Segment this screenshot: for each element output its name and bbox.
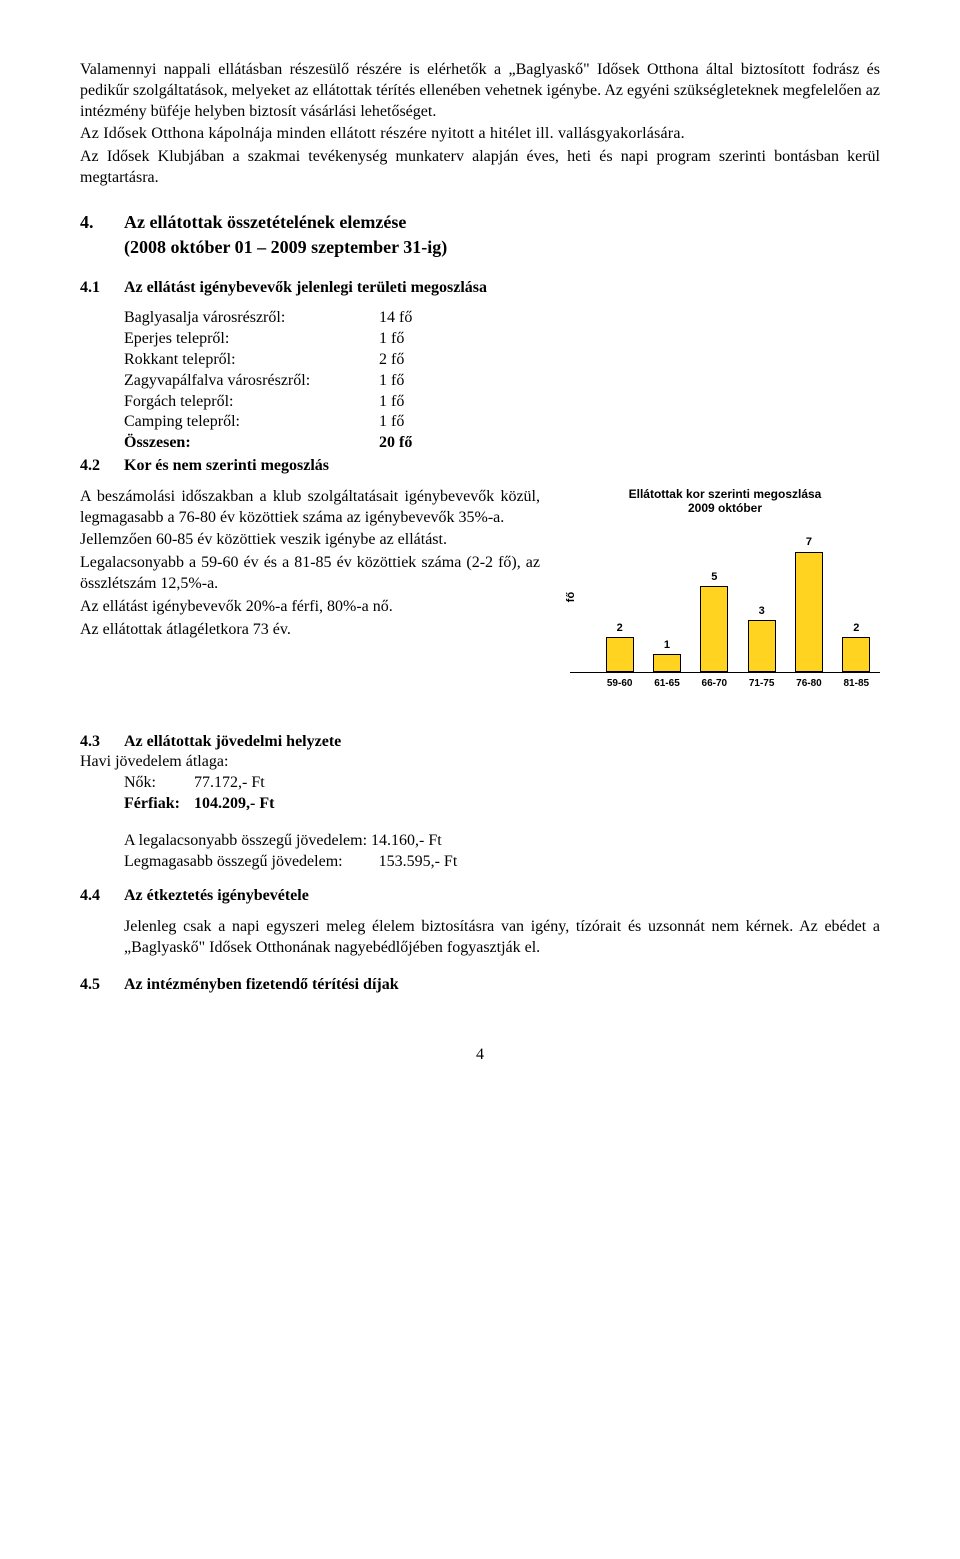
dist-value: 1 fő (379, 412, 439, 433)
dist-value: 14 fő (379, 308, 439, 329)
income-men-label: Férfiak: (124, 794, 194, 815)
age-text-2: Jellemzően 60-85 év közöttiek veszik igé… (80, 530, 540, 551)
dist-row: Camping telepről:1 fő (124, 412, 880, 433)
paragraph-intro-1: Valamennyi nappali ellátásban részesülő … (80, 60, 880, 122)
heading-4-5-title: Az intézményben fizetendő térítési díjak (124, 976, 399, 993)
dist-value: 2 fő (379, 350, 439, 371)
dist-label: Forgách telepről: (124, 392, 379, 413)
chart-x-labels: 59-60 61-65 66-70 71-75 76-80 81-85 (596, 677, 880, 690)
dist-value: 1 fő (379, 329, 439, 350)
chart-title-line2: 2009 október (688, 501, 762, 515)
heading-4-3-num: 4.3 (80, 732, 124, 753)
chart-bar: 7 (789, 535, 829, 671)
paragraph-4-4: Jelenleg csak a napi egyszeri meleg élel… (124, 917, 880, 959)
chart-x-tick: 81-85 (836, 677, 876, 690)
income-max-label: Legmagasabb összegű jövedelem: (124, 853, 343, 870)
chart-bar-rect (748, 620, 776, 671)
heading-4-1-num: 4.1 (80, 278, 124, 299)
chart-bar-value: 2 (853, 621, 859, 635)
heading-4-5-num: 4.5 (80, 975, 124, 996)
paragraph-intro-3: Az Idősek Klubjában a szakmai tevékenysé… (80, 147, 880, 189)
heading-4-title: Az ellátottak összetételének elemzése (124, 212, 406, 232)
page-number: 4 (80, 1045, 880, 1066)
dist-row: Forgách telepről:1 fő (124, 392, 880, 413)
heading-4-4-num: 4.4 (80, 886, 124, 907)
heading-4-3-title: Az ellátottak jövedelmi helyzete (124, 733, 341, 750)
age-gender-text: A beszámolási időszakban a klub szolgált… (80, 487, 540, 643)
dist-label: Rokkant telepről: (124, 350, 379, 371)
chart-bar-rect (700, 586, 728, 672)
chart-bar: 3 (742, 604, 782, 672)
dist-label: Eperjes telepről: (124, 329, 379, 350)
chart-y-label: fő (564, 591, 578, 601)
heading-4-3: 4.3Az ellátottak jövedelmi helyzete (80, 732, 880, 753)
dist-label: Zagyvapálfalva városrészről: (124, 371, 379, 392)
paragraph-intro-2: Az Idősek Otthona kápolnája minden ellát… (80, 124, 880, 145)
heading-4-2-title: Kor és nem szerinti megoszlás (124, 457, 329, 474)
chart-x-tick: 76-80 (789, 677, 829, 690)
dist-label: Összesen: (124, 433, 379, 454)
heading-4: 4.Az ellátottak összetételének elemzése (80, 211, 880, 234)
age-text-5: Az ellátottak átlagéletkora 73 év. (80, 620, 540, 641)
heading-4-4: 4.4Az étkeztetés igénybevétele (80, 886, 880, 907)
age-gender-section: A beszámolási időszakban a klub szolgált… (80, 487, 880, 690)
chart-bar: 2 (836, 621, 876, 672)
income-min-line: A legalacsonyabb összegű jövedelem: 14.1… (124, 831, 880, 852)
heading-4-num: 4. (80, 211, 124, 234)
chart-title-line1: Ellátottak kor szerinti megoszlása (629, 487, 822, 501)
dist-row: Zagyvapálfalva városrészről:1 fő (124, 371, 880, 392)
heading-4-1-title: Az ellátást igénybevevők jelenlegi terül… (124, 279, 487, 296)
dist-row: Eperjes telepről:1 fő (124, 329, 880, 350)
heading-4-4-title: Az étkeztetés igénybevétele (124, 887, 309, 904)
dist-label: Baglyasalja városrészről: (124, 308, 379, 329)
dist-label: Camping telepről: (124, 412, 379, 433)
chart-title: Ellátottak kor szerinti megoszlása 2009 … (570, 487, 880, 516)
chart-plot-area: fő 215372 (570, 522, 880, 673)
heading-4-5: 4.5Az intézményben fizetendő térítési dí… (80, 975, 880, 996)
dist-value: 1 fő (379, 371, 439, 392)
age-text-3: Legalacsonyabb a 59-60 év és a 81-85 év … (80, 553, 540, 595)
income-max-value: 153.595,- Ft (379, 853, 458, 870)
income-women-label: Nők: (124, 773, 194, 794)
chart-bar-rect (653, 654, 681, 671)
distribution-table: Baglyasalja városrészről:14 főEperjes te… (124, 308, 880, 454)
dist-row: Összesen:20 fő (124, 433, 880, 454)
dist-row: Baglyasalja városrészről:14 fő (124, 308, 880, 329)
chart-x-tick: 61-65 (647, 677, 687, 690)
income-max-line: Legmagasabb összegű jövedelem: 153.595,-… (124, 852, 880, 873)
dist-value: 20 fő (379, 433, 439, 454)
chart-bar-value: 7 (806, 535, 812, 549)
income-avg-line: Havi jövedelem átlaga: (80, 752, 880, 773)
chart-bar: 1 (647, 638, 687, 671)
chart-bar-value: 3 (759, 604, 765, 618)
heading-4-subtitle: (2008 október 01 – 2009 szeptember 31-ig… (124, 236, 880, 259)
age-text-4: Az ellátást igénybevevők 20%-a férfi, 80… (80, 597, 540, 618)
chart-bar-value: 1 (664, 638, 670, 652)
chart-bar-rect (795, 552, 823, 672)
heading-4-2-num: 4.2 (80, 456, 124, 477)
chart-bar-rect (606, 637, 634, 671)
chart-bar-value: 5 (711, 570, 717, 584)
dist-value: 1 fő (379, 392, 439, 413)
income-men-value: 104.209,- Ft (194, 794, 274, 815)
income-women-value: 77.172,- Ft (194, 773, 265, 794)
chart-bar: 2 (600, 621, 640, 672)
chart-bar: 5 (694, 570, 734, 672)
heading-4-2: 4.2Kor és nem szerinti megoszlás (80, 456, 880, 477)
chart-x-tick: 59-60 (600, 677, 640, 690)
chart-bar-rect (842, 637, 870, 671)
chart-x-tick: 71-75 (742, 677, 782, 690)
chart-x-tick: 66-70 (694, 677, 734, 690)
dist-row: Rokkant telepről:2 fő (124, 350, 880, 371)
heading-4-1: 4.1Az ellátást igénybevevők jelenlegi te… (80, 278, 880, 299)
chart-bar-value: 2 (617, 621, 623, 635)
age-chart: Ellátottak kor szerinti megoszlása 2009 … (570, 487, 880, 690)
age-text-1: A beszámolási időszakban a klub szolgált… (80, 487, 540, 529)
income-block: Nők: 77.172,- Ft Férfiak: 104.209,- Ft (124, 773, 880, 815)
chart-bars: 2 1 5 3 7 2 (596, 522, 880, 672)
